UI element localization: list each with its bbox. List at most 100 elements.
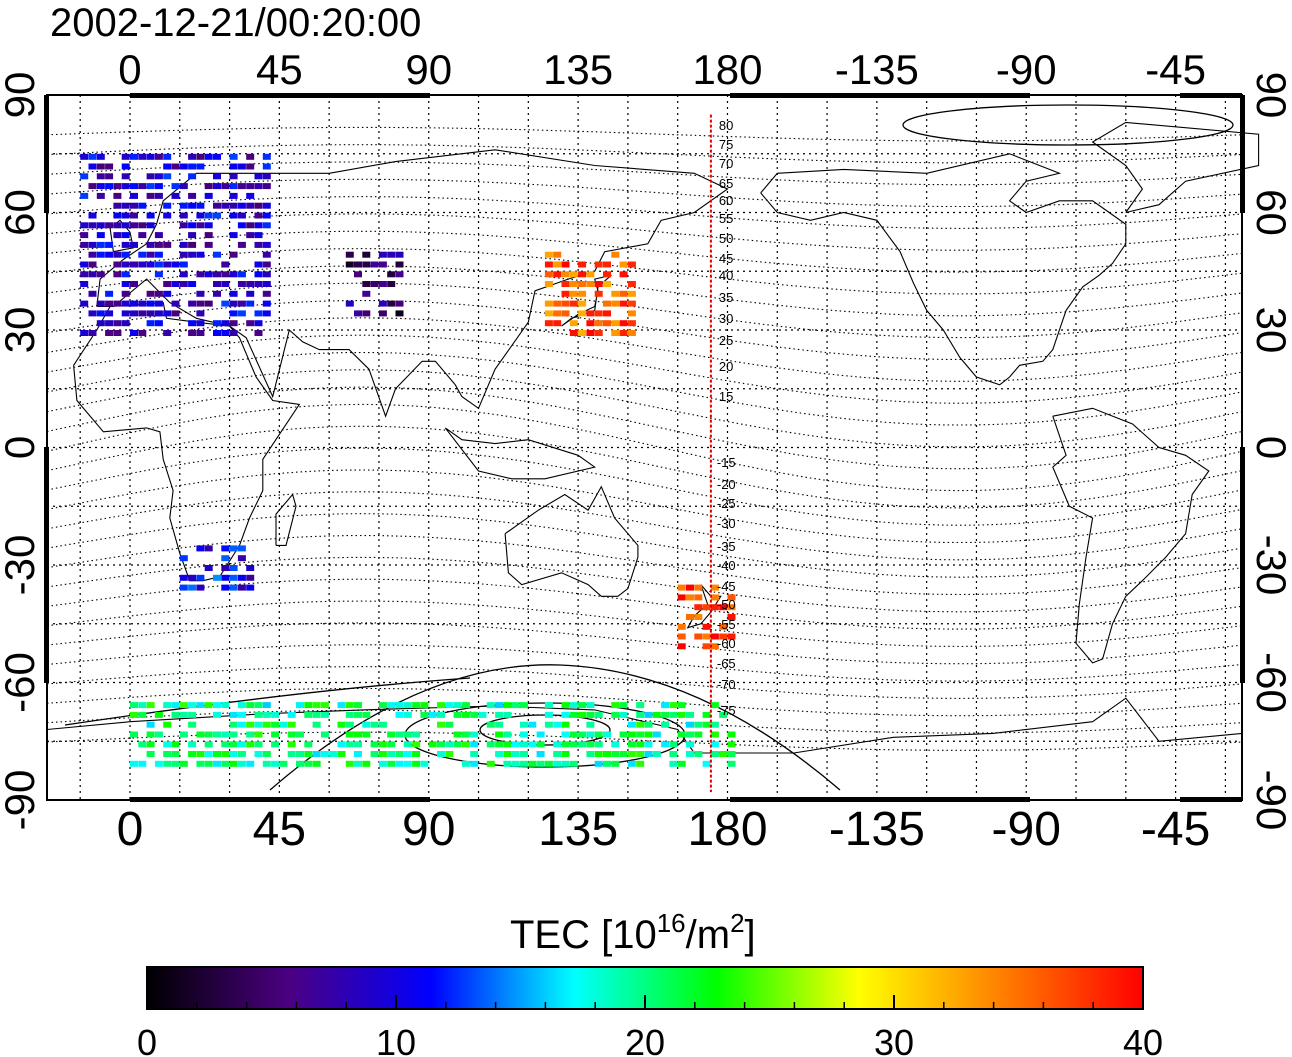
tec-cell xyxy=(403,731,412,738)
tec-cell xyxy=(644,721,653,728)
tec-cell xyxy=(146,751,155,757)
tec-cell xyxy=(163,702,172,709)
tec-cell xyxy=(553,320,562,327)
tec-cell xyxy=(204,751,213,757)
tec-cell xyxy=(113,320,122,327)
tec-cell xyxy=(354,760,362,767)
tec-cell xyxy=(694,751,703,757)
tec-cell xyxy=(130,261,138,268)
right-lat-label: 0 xyxy=(1248,436,1292,459)
tec-cell xyxy=(544,760,553,767)
tec-cell xyxy=(627,751,636,757)
tec-cell xyxy=(96,183,105,190)
tec-cell xyxy=(370,281,379,287)
tec-cell xyxy=(221,741,230,748)
tec-cell xyxy=(221,751,230,757)
tec-cell xyxy=(130,310,138,317)
tec-cell xyxy=(470,751,479,757)
tec-cell xyxy=(171,751,180,757)
tec-cell xyxy=(246,281,255,287)
tec-cell xyxy=(345,702,354,709)
south-contour-arc xyxy=(64,677,471,726)
tec-cell xyxy=(561,271,570,278)
tec-cell xyxy=(246,290,255,297)
tec-cell xyxy=(213,760,221,767)
tec-cell xyxy=(262,702,271,709)
tec-cell xyxy=(603,751,611,757)
tec-cell xyxy=(254,320,263,327)
tec-cell xyxy=(237,163,246,170)
tec-cell xyxy=(229,320,238,327)
contour-line xyxy=(46,447,1243,526)
tec-cell xyxy=(146,153,155,160)
tec-cell xyxy=(130,731,138,738)
tec-cell xyxy=(96,192,105,199)
tec-cell xyxy=(362,760,371,767)
tec-cell xyxy=(237,584,246,591)
tec-cell xyxy=(96,222,105,229)
tec-cell xyxy=(520,741,528,748)
tec-cell xyxy=(619,330,628,336)
tec-cell xyxy=(246,760,255,767)
tec-cell xyxy=(229,751,238,757)
tec-cell xyxy=(246,163,255,170)
contour-label: -50 xyxy=(717,597,736,612)
tec-cell xyxy=(262,290,271,297)
tec-cell xyxy=(627,310,636,317)
tec-cell xyxy=(246,202,255,209)
tec-cell xyxy=(213,271,221,278)
colorbar-tick-label: 10 xyxy=(376,1022,416,1057)
tec-cell xyxy=(179,711,188,718)
contour-line xyxy=(46,709,1243,734)
tec-cell xyxy=(179,281,188,287)
tec-cell xyxy=(204,212,213,219)
tec-cell xyxy=(470,711,479,718)
north-pole-contour xyxy=(902,104,1234,146)
tec-cell xyxy=(304,760,313,767)
contour-label: 80 xyxy=(719,118,733,133)
tec-cell xyxy=(96,173,105,180)
tec-cell xyxy=(221,574,230,581)
tec-cell xyxy=(486,760,495,767)
top-longitude-labels: 0 45 90 135 180 -135 -90 -45 xyxy=(118,46,1206,93)
tec-cell xyxy=(88,271,97,278)
tec-cell xyxy=(561,711,570,718)
tec-cell xyxy=(204,241,213,248)
tec-cell xyxy=(561,290,570,297)
tec-cell xyxy=(154,760,163,767)
tec-cell xyxy=(453,711,462,718)
tec-cell xyxy=(378,741,387,748)
tec-cell xyxy=(213,290,221,297)
tec-cell xyxy=(121,310,130,317)
tec-cell xyxy=(237,300,246,307)
tec-cell xyxy=(246,574,255,581)
tec-cell xyxy=(96,271,105,278)
tec-cell xyxy=(221,300,230,307)
tec-cell xyxy=(246,584,255,591)
top-lon-label: -90 xyxy=(996,46,1057,93)
tec-cell xyxy=(221,281,230,287)
tec-cell xyxy=(677,594,686,601)
tec-cell xyxy=(669,741,678,748)
tec-cell xyxy=(237,741,246,748)
tec-cell xyxy=(395,271,404,278)
tec-cell xyxy=(229,731,238,738)
tec-cell xyxy=(354,702,362,709)
tec-cell xyxy=(578,281,587,287)
tec-cell xyxy=(179,183,188,190)
tec-cell xyxy=(686,721,694,728)
tec-cell xyxy=(727,751,736,757)
tec-cell xyxy=(594,741,603,748)
bottom-lon-label: 135 xyxy=(538,803,618,856)
tec-cell xyxy=(686,731,694,738)
contour-label: -20 xyxy=(717,477,736,492)
contour-line xyxy=(46,666,1243,699)
tec-cell xyxy=(378,300,387,307)
left-lat-label: -30 xyxy=(0,535,43,596)
tec-cell xyxy=(154,711,163,718)
tec-cell xyxy=(188,320,197,327)
tec-cell xyxy=(113,300,122,307)
tec-cell xyxy=(677,633,686,640)
tec-cell xyxy=(611,702,620,709)
tec-cell xyxy=(378,760,387,767)
